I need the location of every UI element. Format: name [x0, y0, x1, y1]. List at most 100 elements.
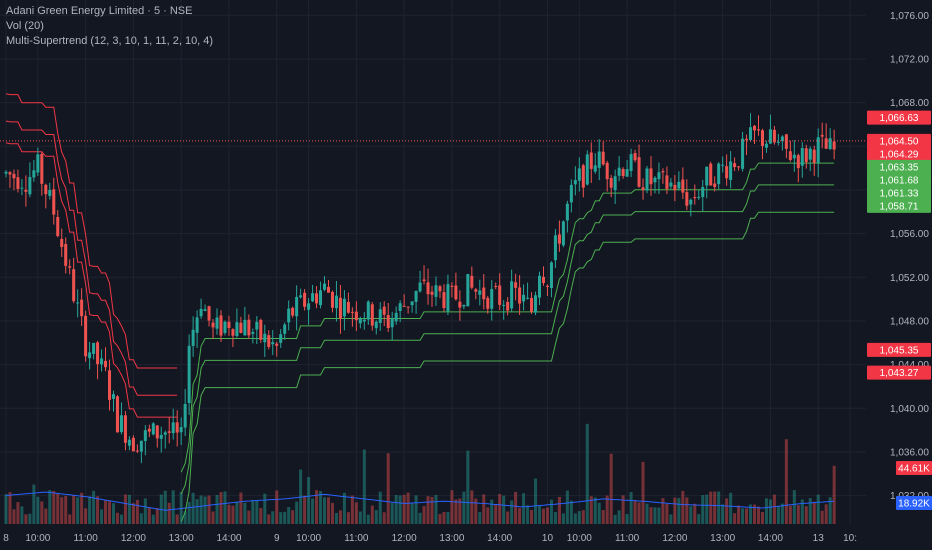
- volume-bar: [167, 502, 171, 524]
- volume-bar: [545, 507, 549, 524]
- x-tick-label: 10:00: [567, 533, 592, 544]
- volume-bar: [526, 505, 530, 524]
- volume-bar: [478, 512, 482, 524]
- x-tick-label: 11:00: [344, 533, 369, 544]
- volume-bar: [557, 496, 561, 524]
- price-tags: 1,066.63 1,064.50 1,064.29 1,063.35 1,061.68…: [867, 110, 932, 510]
- volume-bar: [350, 495, 354, 524]
- volume-bar: [665, 503, 669, 524]
- volume-bar: [653, 507, 657, 524]
- candle-body: [100, 358, 104, 365]
- candle-body: [20, 187, 24, 189]
- volume-bar: [768, 499, 772, 524]
- candle-body: [219, 315, 223, 336]
- volume-bar: [131, 503, 135, 524]
- candle-body: [366, 301, 370, 320]
- price-tag: [867, 185, 931, 200]
- candle-body: [279, 334, 283, 343]
- y-tick-label: 1,040.00: [890, 404, 929, 415]
- volume-bar: [430, 496, 434, 524]
- volume-bar: [155, 508, 159, 524]
- volume-bar: [127, 494, 131, 524]
- volume-bar: [438, 513, 442, 524]
- candle-body: [749, 127, 753, 141]
- candle-body: [346, 301, 350, 313]
- volume-bar: [705, 494, 709, 524]
- candle-body: [175, 422, 179, 433]
- volume-bar: [434, 494, 438, 524]
- x-tick-label: 10: [542, 533, 554, 544]
- volume-bar: [64, 495, 68, 524]
- volume-bar: [315, 490, 319, 524]
- candle-body: [800, 148, 804, 166]
- volume-bar: [259, 508, 263, 524]
- candle-body: [394, 312, 398, 322]
- volume-bar: [414, 495, 418, 524]
- volume-bar: [442, 511, 446, 524]
- volume-bar: [756, 506, 761, 524]
- volume-bar: [820, 510, 824, 524]
- candle-body: [4, 171, 8, 174]
- candle-body: [470, 275, 474, 288]
- candle-body: [235, 322, 239, 337]
- volume-bar: [760, 511, 764, 524]
- candle-body: [430, 291, 434, 295]
- candle-body: [530, 297, 534, 312]
- grid: [0, 0, 866, 524]
- candle-body: [255, 321, 259, 330]
- candle-body: [597, 151, 601, 168]
- candle-body: [585, 154, 589, 185]
- volume-bar: [609, 453, 613, 524]
- candle-body: [88, 352, 92, 359]
- price-tag: [867, 159, 931, 174]
- candle-body: [498, 285, 502, 305]
- x-tick-label: 12:00: [121, 533, 146, 544]
- volume-bar: [629, 492, 633, 524]
- candle-body: [450, 285, 454, 287]
- candle-body: [645, 168, 649, 191]
- candle-body: [569, 184, 573, 203]
- volume-bar: [16, 502, 20, 524]
- volume-bar: [48, 490, 52, 524]
- volume-bar: [187, 502, 191, 524]
- volume-bar: [613, 514, 617, 524]
- y-tick-label: 1,072.00: [890, 54, 929, 65]
- candle-body: [772, 129, 776, 143]
- candle-body: [709, 163, 713, 186]
- volume-bar: [788, 505, 792, 524]
- volume-bar: [119, 514, 123, 524]
- volume-bar: [28, 513, 32, 524]
- volume-bar: [100, 509, 104, 524]
- supertrend-up-line: [180, 211, 835, 522]
- candle-body: [418, 282, 422, 292]
- volume-bar: [358, 511, 362, 524]
- volume-bar: [514, 491, 518, 524]
- candle-body: [287, 308, 291, 323]
- candle-body: [557, 234, 561, 244]
- volume-bar: [227, 504, 231, 524]
- volume-bar: [721, 504, 725, 524]
- candle-body: [649, 168, 653, 185]
- x-tick-label: 8: [3, 533, 9, 544]
- candle-body: [828, 138, 832, 150]
- candle-body: [776, 141, 780, 143]
- volume-bar: [398, 495, 402, 524]
- candle-body: [299, 295, 303, 298]
- candle-body: [267, 335, 271, 347]
- volume-bar: [685, 497, 689, 524]
- volume-bar: [741, 508, 745, 524]
- volume-bar: [657, 507, 661, 524]
- volume-bar: [12, 509, 16, 524]
- volume-bar: [60, 497, 64, 524]
- volume-bar: [243, 502, 247, 524]
- candle-body: [609, 178, 613, 188]
- supertrend-lines: [5, 93, 835, 522]
- candle-body: [80, 299, 84, 317]
- volume-bar: [752, 504, 757, 524]
- volume-bar: [729, 492, 733, 524]
- candle-body: [689, 199, 693, 205]
- volume-bar: [772, 494, 776, 524]
- volume-bar: [800, 499, 804, 524]
- candle-body: [653, 177, 657, 183]
